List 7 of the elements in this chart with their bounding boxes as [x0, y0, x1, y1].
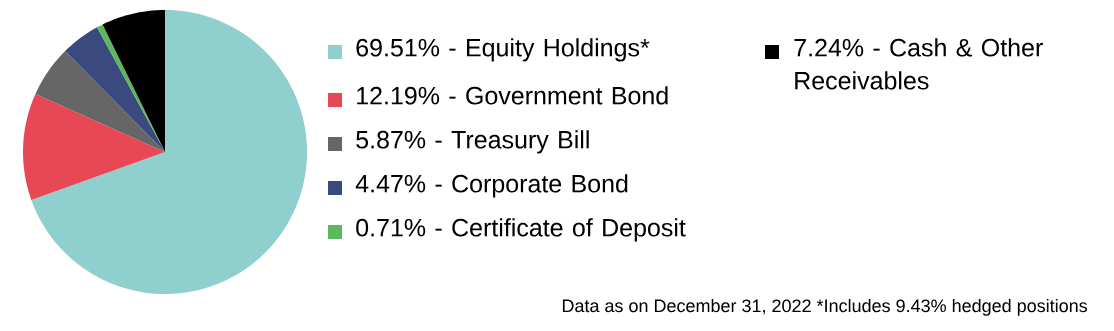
legend-label: 12.19% - Government Bond: [357, 86, 668, 105]
legend-label: 69.51% - Equity Holdings*: [356, 38, 650, 62]
legend-label: 7.24% - Cash & Other Receivables: [794, 38, 1043, 90]
legend-label: 0.71% - Certificate of Deposit: [356, 218, 686, 242]
legend-label: 5.87% - Treasury Bill: [356, 130, 589, 154]
text: Data as on December 31, 2022 *Includes 9.43% hedged positions: [562, 298, 1088, 316]
legend-label: 4.47% - Corporate Bond: [355, 174, 628, 198]
